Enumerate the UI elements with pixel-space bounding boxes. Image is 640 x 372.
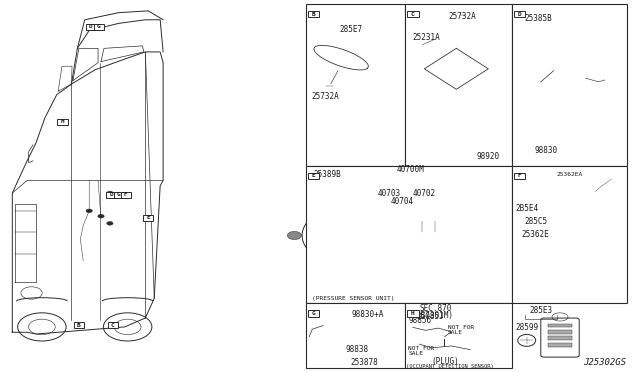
Circle shape <box>287 231 301 240</box>
Text: 285E3: 285E3 <box>529 306 552 315</box>
Bar <box>407 11 419 17</box>
Text: E: E <box>147 215 150 221</box>
Bar <box>143 215 154 221</box>
Text: SALE: SALE <box>448 330 463 335</box>
Text: H: H <box>411 311 415 316</box>
Bar <box>308 310 319 317</box>
Circle shape <box>98 214 104 218</box>
Text: 25085J: 25085J <box>416 312 444 321</box>
Bar <box>405 4 512 166</box>
Bar <box>458 229 472 242</box>
Text: 98838: 98838 <box>346 345 369 354</box>
Bar <box>408 317 508 364</box>
Text: 40704: 40704 <box>390 198 413 206</box>
Text: G: G <box>117 192 120 197</box>
Text: G: G <box>312 311 316 316</box>
Text: 25385B: 25385B <box>525 14 552 23</box>
Text: C: C <box>111 323 115 328</box>
Bar <box>525 180 618 234</box>
Text: B: B <box>77 323 81 328</box>
Circle shape <box>107 191 113 195</box>
Bar <box>86 24 96 30</box>
Text: 25732A: 25732A <box>312 92 339 101</box>
Bar <box>512 166 627 303</box>
Circle shape <box>86 209 92 213</box>
Text: B: B <box>312 12 316 17</box>
Bar <box>536 195 594 216</box>
Text: 98830+A: 98830+A <box>352 310 385 319</box>
Text: D: D <box>518 12 522 17</box>
Text: SALE: SALE <box>408 351 423 356</box>
Bar <box>308 173 319 179</box>
Bar <box>407 310 419 317</box>
Text: 285E7: 285E7 <box>339 25 362 34</box>
Bar <box>306 303 405 368</box>
Text: SEC.870: SEC.870 <box>419 304 451 313</box>
Bar <box>306 4 405 166</box>
Text: G: G <box>97 25 100 29</box>
Bar <box>58 119 68 125</box>
Text: C: C <box>411 12 415 17</box>
Text: 98856: 98856 <box>408 316 431 325</box>
Text: 25362EA: 25362EA <box>557 172 583 177</box>
Text: F: F <box>518 173 522 179</box>
Circle shape <box>408 323 417 328</box>
Text: (OCCUPANT DETECTION SENSOR): (OCCUPANT DETECTION SENSOR) <box>406 364 493 369</box>
Bar <box>512 4 627 166</box>
Text: 2B5E4: 2B5E4 <box>516 204 539 213</box>
Text: (B7301M): (B7301M) <box>417 311 454 320</box>
Text: 40702: 40702 <box>413 189 436 198</box>
Text: 98830: 98830 <box>534 146 557 155</box>
Text: E: E <box>312 173 316 179</box>
Text: 25231A: 25231A <box>413 33 440 42</box>
Text: 40700M: 40700M <box>397 165 424 174</box>
Bar <box>106 192 116 198</box>
Text: J25302GS: J25302GS <box>583 358 626 367</box>
Text: 285C5: 285C5 <box>525 217 548 226</box>
Bar <box>306 166 512 303</box>
Text: H: H <box>61 119 65 124</box>
Text: 25389B: 25389B <box>314 170 341 179</box>
Text: D: D <box>109 192 113 197</box>
Circle shape <box>107 221 113 225</box>
Text: 253878: 253878 <box>351 358 378 367</box>
Text: F: F <box>124 192 128 197</box>
Text: 25732A: 25732A <box>448 12 476 21</box>
Bar <box>514 11 525 17</box>
Bar <box>121 192 131 198</box>
Bar <box>548 330 572 334</box>
Bar <box>405 303 512 368</box>
Text: 28599: 28599 <box>516 323 539 332</box>
Text: 40703: 40703 <box>378 189 401 198</box>
Text: 25362E: 25362E <box>522 230 549 239</box>
Bar <box>308 11 319 17</box>
Text: NOT FOR: NOT FOR <box>408 346 435 351</box>
Text: 98920: 98920 <box>477 152 500 161</box>
Bar <box>514 173 525 179</box>
Text: (PRESSURE SENSOR UNIT): (PRESSURE SENSOR UNIT) <box>312 296 395 301</box>
Text: D: D <box>89 25 93 29</box>
Bar <box>548 324 572 327</box>
Text: (PLUG): (PLUG) <box>431 357 459 366</box>
Text: NOT FOR: NOT FOR <box>448 325 474 330</box>
Circle shape <box>447 341 456 347</box>
Bar <box>548 343 572 347</box>
Bar <box>114 192 124 198</box>
Bar <box>548 336 572 340</box>
Bar <box>108 322 118 328</box>
Bar <box>93 24 104 30</box>
Bar <box>74 322 84 328</box>
